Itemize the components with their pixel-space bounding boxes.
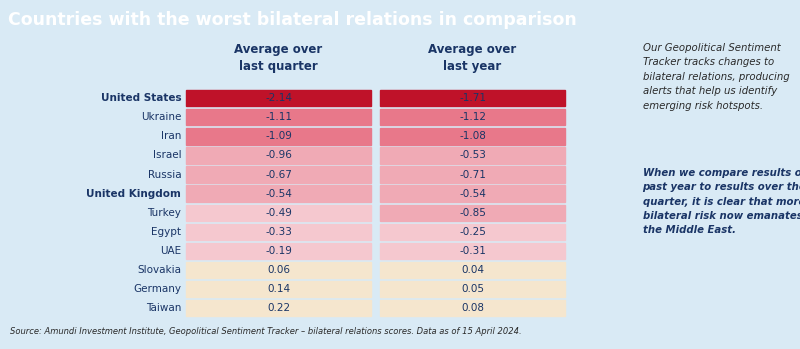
Text: 0.06: 0.06 — [267, 265, 290, 275]
Bar — [186, 205, 370, 221]
Text: -0.31: -0.31 — [459, 246, 486, 256]
Text: Our Geopolitical Sentiment
Tracker tracks changes to
bilateral relations, produc: Our Geopolitical Sentiment Tracker track… — [642, 43, 789, 111]
Text: Israel: Israel — [153, 150, 182, 161]
Text: -1.12: -1.12 — [459, 112, 486, 122]
Text: Average over
last year: Average over last year — [429, 43, 517, 73]
Text: -0.67: -0.67 — [265, 170, 292, 179]
Bar — [380, 281, 565, 297]
Text: -1.09: -1.09 — [265, 131, 292, 141]
Bar — [186, 109, 370, 125]
Text: 0.22: 0.22 — [267, 303, 290, 313]
Text: -0.54: -0.54 — [459, 188, 486, 199]
Text: 0.04: 0.04 — [461, 265, 484, 275]
Text: -0.71: -0.71 — [459, 170, 486, 179]
Text: UAE: UAE — [160, 246, 182, 256]
Bar — [186, 90, 370, 106]
Bar — [380, 224, 565, 240]
Text: Ukraine: Ukraine — [141, 112, 182, 122]
Text: -0.53: -0.53 — [459, 150, 486, 161]
Text: -1.11: -1.11 — [265, 112, 292, 122]
Bar — [186, 300, 370, 316]
Text: -0.85: -0.85 — [459, 208, 486, 218]
Bar — [380, 243, 565, 259]
Text: United Kingdom: United Kingdom — [86, 188, 182, 199]
Text: 0.14: 0.14 — [267, 284, 290, 294]
Bar — [380, 128, 565, 144]
Text: -0.25: -0.25 — [459, 227, 486, 237]
Text: 0.08: 0.08 — [461, 303, 484, 313]
Text: Source: Amundi Investment Institute, Geopolitical Sentiment Tracker – bilateral : Source: Amundi Investment Institute, Geo… — [10, 327, 522, 336]
Text: Taiwan: Taiwan — [146, 303, 182, 313]
Text: -0.19: -0.19 — [265, 246, 292, 256]
Text: Egypt: Egypt — [151, 227, 182, 237]
Text: -0.96: -0.96 — [265, 150, 292, 161]
Text: -0.54: -0.54 — [265, 188, 292, 199]
Text: When we compare results of the
past year to results over the last
quarter, it is: When we compare results of the past year… — [642, 168, 800, 235]
Text: -1.71: -1.71 — [459, 93, 486, 103]
Text: Germany: Germany — [134, 284, 182, 294]
Bar — [380, 147, 565, 164]
Text: -0.49: -0.49 — [265, 208, 292, 218]
Bar — [186, 262, 370, 278]
Bar — [380, 185, 565, 202]
Bar — [380, 166, 565, 183]
Text: Slovakia: Slovakia — [138, 265, 182, 275]
Bar — [380, 300, 565, 316]
Text: Turkey: Turkey — [147, 208, 182, 218]
Bar — [186, 147, 370, 164]
Text: Countries with the worst bilateral relations in comparison: Countries with the worst bilateral relat… — [8, 11, 577, 29]
Text: Average over
last quarter: Average over last quarter — [234, 43, 322, 73]
Bar — [380, 205, 565, 221]
Text: Iran: Iran — [161, 131, 182, 141]
Bar — [380, 109, 565, 125]
Text: -2.14: -2.14 — [265, 93, 292, 103]
Bar — [186, 166, 370, 183]
Text: United States: United States — [101, 93, 182, 103]
Bar — [186, 281, 370, 297]
Text: -0.33: -0.33 — [265, 227, 292, 237]
Bar — [186, 128, 370, 144]
Bar — [186, 224, 370, 240]
Text: 0.05: 0.05 — [461, 284, 484, 294]
Bar — [380, 90, 565, 106]
Bar — [186, 185, 370, 202]
Text: Russia: Russia — [148, 170, 182, 179]
Bar — [380, 262, 565, 278]
Bar — [186, 243, 370, 259]
Text: -1.08: -1.08 — [459, 131, 486, 141]
